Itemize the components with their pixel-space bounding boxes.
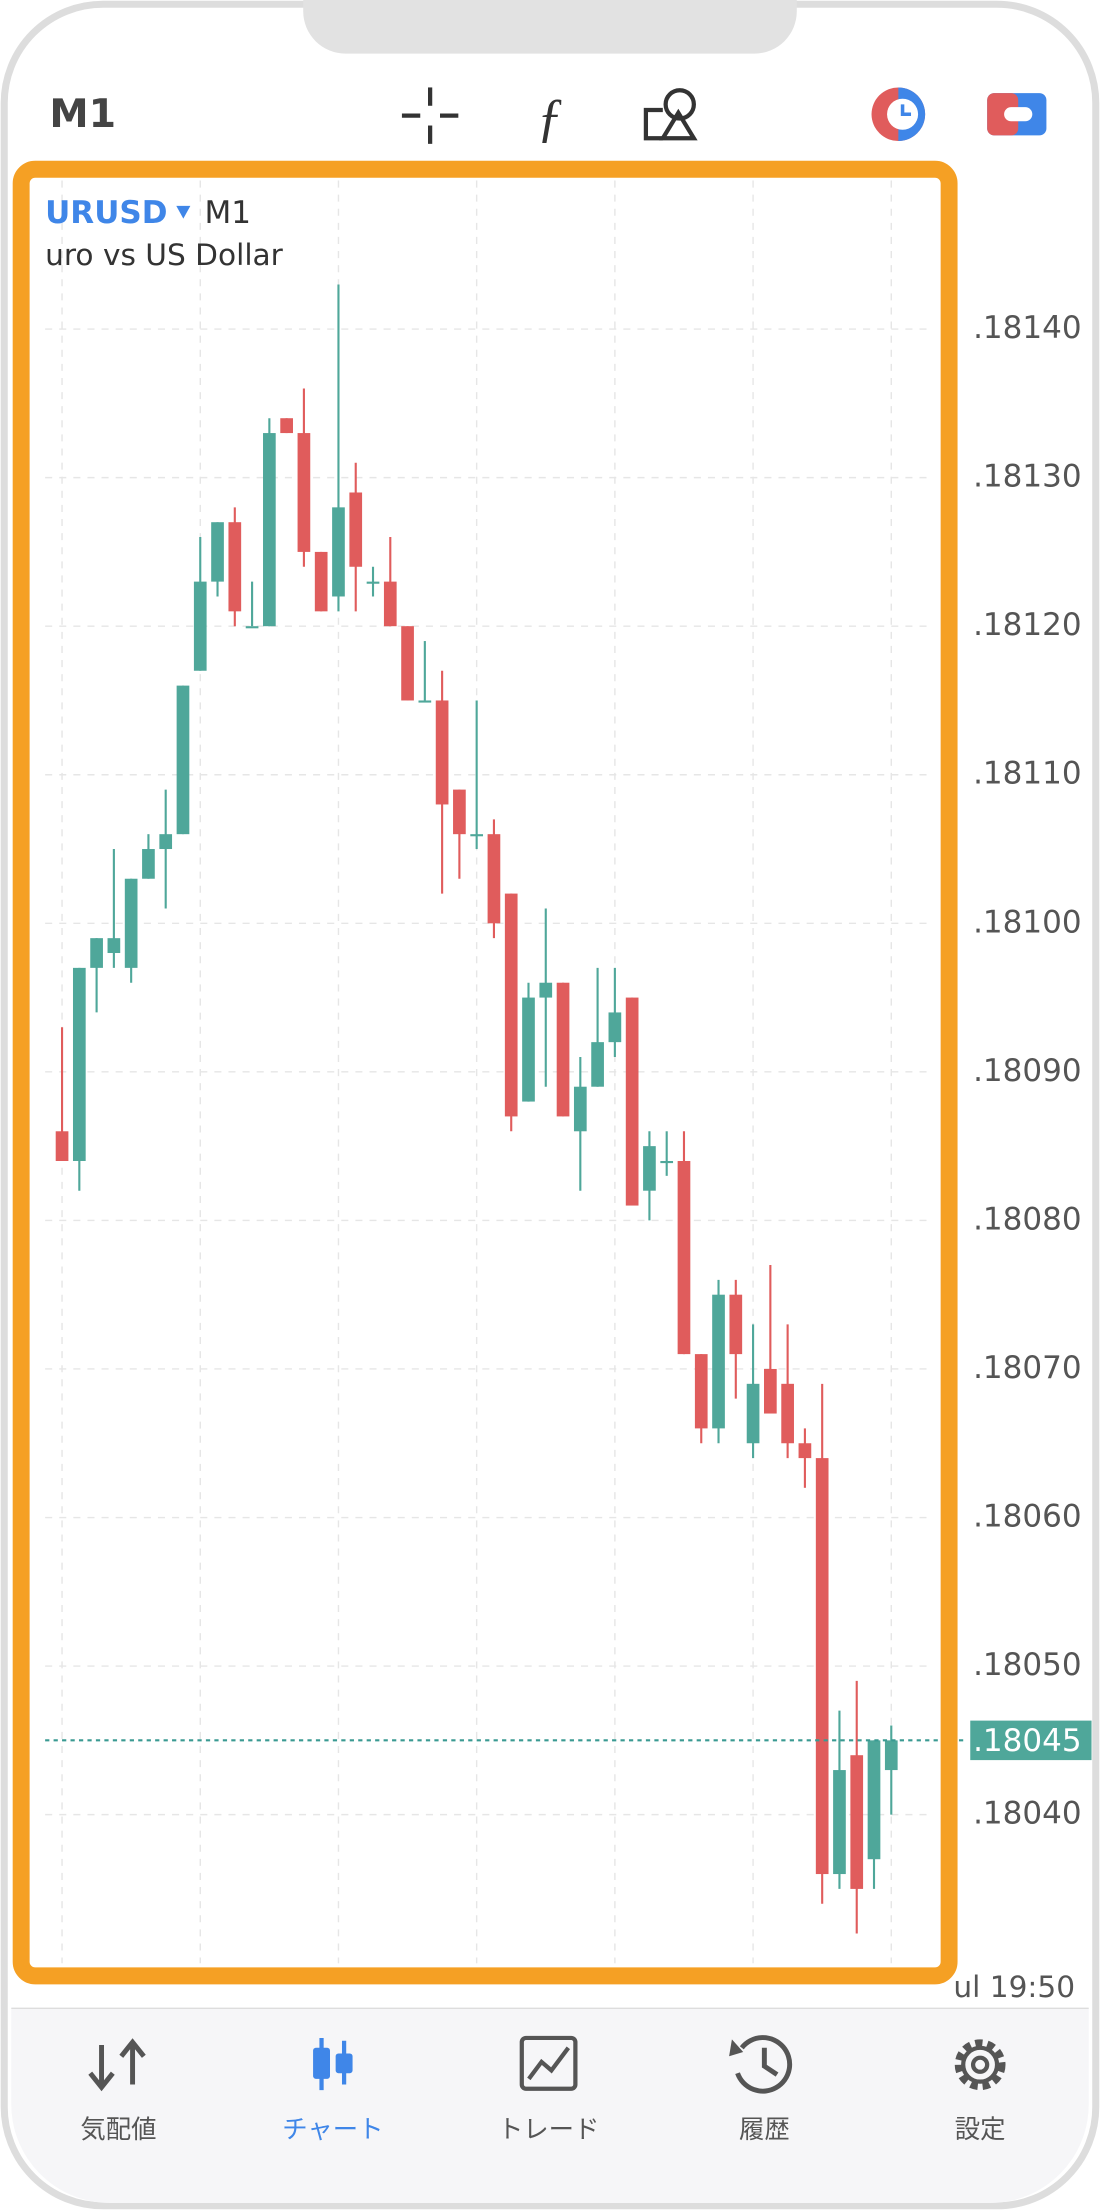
candle-body xyxy=(781,1383,794,1444)
candle-body xyxy=(90,938,103,968)
candle-body xyxy=(677,1160,691,1355)
candle-body xyxy=(245,626,259,629)
candle-body xyxy=(884,1740,898,1771)
symbol-label[interactable]: URUSD xyxy=(45,195,167,231)
y-tick-label: .18090 xyxy=(973,1053,1082,1089)
candle-body xyxy=(591,1042,604,1087)
indicator-icon[interactable]: ƒ xyxy=(537,87,564,147)
y-tick-label: .18050 xyxy=(973,1647,1082,1683)
candle-body xyxy=(833,1770,846,1875)
candle-body xyxy=(72,967,86,1161)
candle-body xyxy=(643,1146,656,1191)
y-tick-label: .18070 xyxy=(973,1350,1082,1386)
candle-body xyxy=(470,834,484,837)
trade-icon[interactable] xyxy=(871,87,926,142)
candle-body xyxy=(625,997,639,1206)
tab-label[interactable]: トレード xyxy=(498,2114,599,2144)
objects-icon[interactable] xyxy=(643,88,698,141)
candle-body xyxy=(228,522,242,612)
candle-body xyxy=(366,581,380,584)
y-tick-label: .18080 xyxy=(973,1201,1082,1237)
candle-body xyxy=(764,1368,777,1414)
chart-tab[interactable]: チャート xyxy=(282,2037,383,2144)
candle-body xyxy=(349,492,363,567)
candle-body xyxy=(193,581,207,671)
tab-label[interactable]: 設定 xyxy=(955,2114,1006,2144)
candle-body xyxy=(107,938,121,954)
notch xyxy=(303,0,797,54)
candle-body xyxy=(712,1294,725,1429)
y-tick-label: .18140 xyxy=(973,310,1082,346)
tab-bar xyxy=(11,2008,1089,2203)
candle-body xyxy=(850,1755,864,1889)
trade-tab[interactable]: トレード xyxy=(498,2035,599,2144)
candle-body xyxy=(435,700,449,805)
candle-body xyxy=(383,581,397,627)
candle-body xyxy=(176,685,190,835)
candle-body xyxy=(867,1740,881,1860)
y-tick-label: .18110 xyxy=(973,756,1082,792)
candle-body xyxy=(159,834,173,850)
candle-body xyxy=(211,522,224,582)
candle-body xyxy=(815,1458,829,1875)
candle-body xyxy=(573,1086,587,1132)
candle-body xyxy=(746,1383,760,1444)
candle-body xyxy=(522,997,535,1102)
crosshair-icon[interactable] xyxy=(401,87,459,144)
timeframe-button[interactable]: M1 xyxy=(49,91,116,137)
candle-body xyxy=(297,433,311,552)
candle-body xyxy=(556,982,570,1117)
chart-timeframe: M1 xyxy=(204,195,250,231)
candle-body xyxy=(487,834,501,924)
y-tick-label: .18040 xyxy=(973,1796,1082,1832)
candle-body xyxy=(280,418,293,434)
candle-body xyxy=(124,878,138,968)
candle-body xyxy=(798,1443,812,1459)
candle-body xyxy=(453,789,466,835)
y-tick-label: .18120 xyxy=(973,607,1082,643)
candle-body xyxy=(539,982,553,998)
y-tick-label: .18100 xyxy=(973,904,1082,940)
highlight-frame xyxy=(12,160,958,1985)
tab-label[interactable]: 履歴 xyxy=(739,2114,790,2144)
symbol-description: uro vs US Dollar xyxy=(45,238,284,272)
candle-body xyxy=(694,1354,708,1429)
symbol-dropdown[interactable] xyxy=(176,205,191,219)
candle-body xyxy=(504,893,518,1117)
candle-body xyxy=(314,551,328,612)
candle-body xyxy=(142,849,155,879)
last-price-label: .18045 xyxy=(973,1723,1082,1759)
candle-body xyxy=(418,700,432,703)
y-tick-label: .18060 xyxy=(973,1499,1082,1535)
chart xyxy=(45,284,968,1934)
candle-body xyxy=(729,1294,743,1355)
tab-label[interactable]: 気配値 xyxy=(80,2114,156,2144)
last-price-box xyxy=(970,1720,1092,1761)
candle-body xyxy=(660,1160,674,1164)
candle-body xyxy=(332,507,345,597)
history-tab[interactable]: 履歴 xyxy=(729,2035,793,2145)
x-axis-label: ul 19:50 xyxy=(953,1970,1075,2004)
tab-label[interactable]: チャート xyxy=(282,2114,383,2144)
quotes-tab[interactable]: 気配値 xyxy=(80,2038,157,2144)
candle-body xyxy=(55,1131,69,1161)
candle-body xyxy=(263,433,276,627)
account-icon[interactable] xyxy=(987,93,1047,136)
candle-body xyxy=(401,626,414,701)
y-tick-label: .18130 xyxy=(973,459,1082,495)
candle-body xyxy=(608,1012,622,1043)
settings-tab[interactable]: 設定 xyxy=(954,2039,1006,2144)
